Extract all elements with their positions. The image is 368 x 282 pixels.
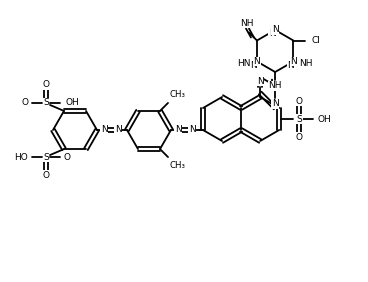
Text: N: N <box>287 61 294 70</box>
Text: NH: NH <box>299 59 313 68</box>
Text: O: O <box>42 80 50 89</box>
Text: N: N <box>257 76 263 85</box>
Text: O: O <box>21 98 28 107</box>
Text: S: S <box>43 153 49 162</box>
Text: OH: OH <box>317 114 331 124</box>
Text: HO: HO <box>14 153 28 162</box>
Text: CH₃: CH₃ <box>169 90 185 99</box>
Text: N: N <box>272 100 279 109</box>
Text: N: N <box>272 25 279 34</box>
Text: O: O <box>64 153 71 162</box>
Text: N: N <box>269 30 276 39</box>
Text: N: N <box>251 61 257 70</box>
Text: S: S <box>296 114 302 124</box>
Text: HN: HN <box>237 59 251 68</box>
Text: O: O <box>42 171 50 180</box>
Text: N: N <box>100 125 107 135</box>
Text: N: N <box>189 125 195 135</box>
Text: O: O <box>296 133 303 142</box>
Text: N: N <box>251 61 257 70</box>
Text: N: N <box>114 125 121 135</box>
Text: CH₃: CH₃ <box>169 161 185 170</box>
Text: N: N <box>254 57 260 66</box>
Text: N: N <box>175 125 181 135</box>
Text: NH: NH <box>268 81 282 91</box>
Text: OH: OH <box>66 98 80 107</box>
Text: NH: NH <box>240 19 254 28</box>
Text: O: O <box>296 96 303 105</box>
Text: Cl: Cl <box>311 36 320 45</box>
Text: S: S <box>43 98 49 107</box>
Text: N: N <box>290 57 297 66</box>
